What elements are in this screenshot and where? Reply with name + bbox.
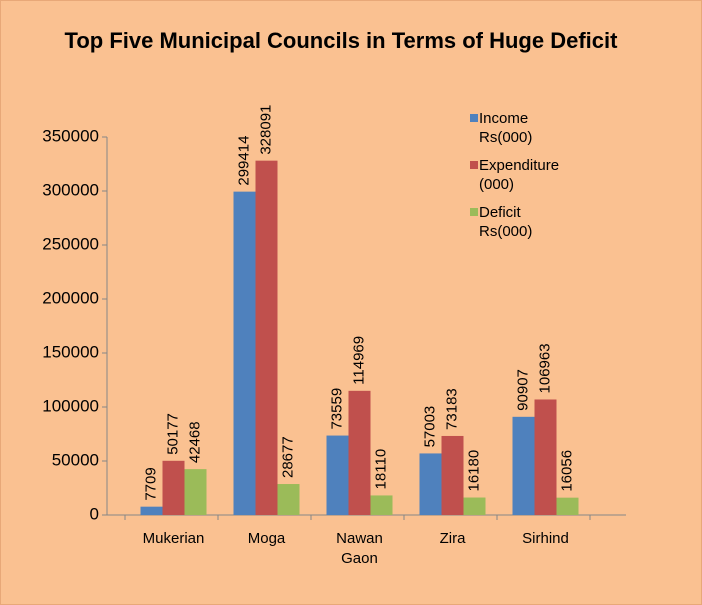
- value-label: 90907: [514, 369, 531, 411]
- value-label: 57003: [421, 406, 438, 448]
- bar: [556, 497, 579, 515]
- legend-label: Deficit Rs(000): [479, 204, 533, 240]
- y-tick-label: 250000: [42, 234, 99, 253]
- x-tick-label: Nawan Gaon: [336, 530, 383, 567]
- value-label: 50177: [164, 413, 181, 455]
- bar: [233, 191, 256, 515]
- bar: [184, 469, 207, 515]
- bar: [463, 497, 486, 515]
- legend-swatch: [470, 208, 478, 216]
- bar: [441, 435, 464, 515]
- x-tick-label: Moga: [247, 530, 286, 547]
- value-label: 7709: [142, 467, 159, 500]
- bar: [419, 453, 442, 515]
- legend-swatch: [470, 114, 478, 122]
- legend-entry: Income Rs(000): [470, 109, 565, 147]
- x-tick-label: Zira: [439, 530, 466, 547]
- bar: [348, 390, 371, 515]
- value-label: 328091: [257, 105, 274, 155]
- y-tick-label: 200000: [42, 288, 99, 307]
- bar: [162, 460, 185, 515]
- legend-label: Income Rs(000): [479, 110, 533, 146]
- y-tick-label: 100000: [42, 396, 99, 415]
- bar: [326, 435, 349, 515]
- bar: [140, 506, 163, 515]
- value-label: 16180: [465, 450, 482, 492]
- y-tick-label: 0: [90, 504, 99, 523]
- value-label: 73183: [443, 388, 460, 430]
- bar: [534, 399, 557, 515]
- legend-entry: Expenditure (000): [470, 156, 565, 194]
- bar: [277, 484, 300, 515]
- x-tick-label: Mukerian: [142, 530, 205, 547]
- value-label: 16056: [558, 450, 575, 492]
- legend-swatch: [470, 161, 478, 169]
- value-label: 28677: [279, 436, 296, 478]
- legend-entry: Deficit Rs(000): [470, 203, 565, 241]
- x-tick-label: Sirhind: [522, 530, 569, 547]
- y-tick-label: 50000: [52, 450, 99, 469]
- value-label: 114969: [350, 336, 367, 385]
- y-tick-label: 350000: [42, 126, 99, 145]
- chart-title: Top Five Municipal Councils in Terms of …: [64, 28, 618, 53]
- bar: [512, 416, 535, 515]
- bar: [255, 160, 278, 515]
- value-label: 106963: [536, 343, 553, 393]
- value-label: 73559: [328, 388, 345, 430]
- value-label: 18110: [372, 449, 389, 490]
- value-label: 299414: [235, 136, 252, 186]
- legend-label: Expenditure (000): [479, 157, 560, 193]
- value-label: 42468: [186, 421, 203, 463]
- y-tick-label: 300000: [42, 180, 99, 199]
- y-tick-label: 150000: [42, 342, 99, 361]
- bar: [370, 495, 393, 515]
